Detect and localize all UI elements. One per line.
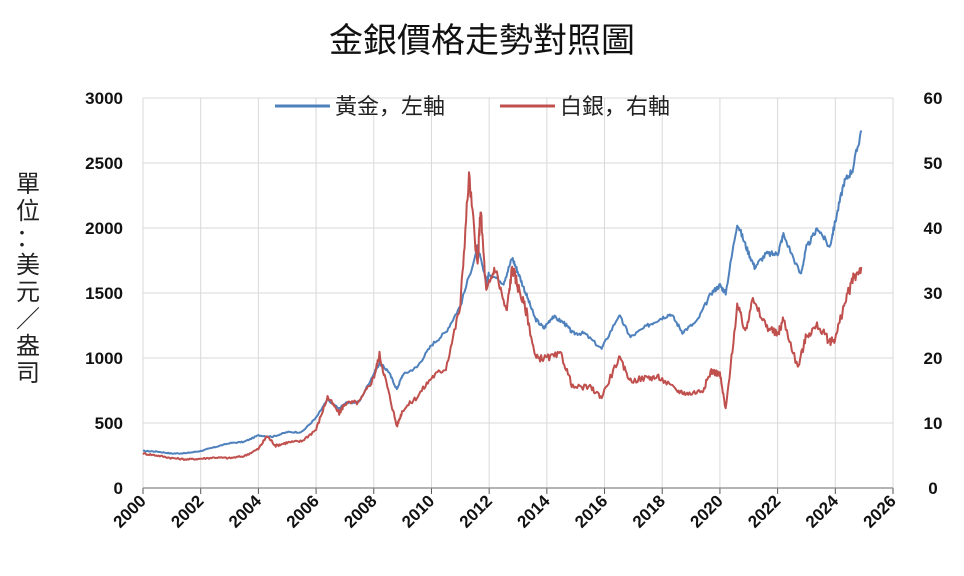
y-left-tick-label: 2000	[85, 219, 123, 238]
legend-label: 黃金，左軸	[335, 95, 445, 120]
x-tick-label: 2006	[283, 491, 323, 531]
y-right-tick-label: 30	[924, 284, 943, 303]
tick-labels: 0 500 1000 1500 2000 2500 3000 0 10 20 30 40 50 60 200…	[85, 89, 942, 532]
y-right-tick-label: 60	[924, 89, 943, 108]
series-line-gold	[143, 130, 863, 455]
y-right-tick-label: 50	[924, 154, 943, 173]
y-left-tick-label: 3000	[85, 89, 123, 108]
y-axis-label-char: 位	[16, 197, 40, 225]
y-left-tick-label: 1000	[85, 349, 123, 368]
x-tick-label: 2008	[340, 491, 380, 531]
x-tick-label: 2014	[513, 491, 554, 532]
y-left-tick-label: 2500	[85, 154, 123, 173]
chart-title: 金銀價格走勢對照圖	[329, 21, 635, 61]
x-tick-label: 2004	[225, 491, 266, 532]
x-tick-label: 2016	[571, 491, 611, 531]
y-axis-label-char: ：	[16, 224, 40, 252]
x-tick-label: 2010	[398, 491, 438, 531]
x-tick-label: 2012	[456, 491, 496, 531]
grid-lines	[142, 97, 894, 489]
axes	[142, 487, 894, 494]
x-tick-label: 2024	[802, 491, 843, 532]
y-axis-label-char: 單	[16, 170, 40, 198]
x-tick-label: 2020	[687, 491, 727, 531]
y-axis-label-char: ／	[16, 305, 40, 333]
y-axis-label-char: 美	[16, 251, 40, 279]
x-tick-label: 2026	[860, 491, 900, 531]
y-axis-label-char: 司	[16, 359, 40, 387]
y-axis-label-char: 元	[16, 278, 40, 306]
y-right-tick-label: 20	[924, 349, 943, 368]
x-tick-label: 2018	[629, 491, 669, 531]
y-right-tick-label: 10	[924, 414, 943, 433]
y-axis-label: 單位：美元／盎司	[16, 170, 40, 387]
series-lines	[142, 130, 863, 461]
y-right-tick-label: 0	[928, 479, 937, 498]
y-left-tick-label: 1500	[85, 284, 123, 303]
legend-label: 白銀，右軸	[560, 95, 670, 120]
series-line-silver	[142, 171, 863, 461]
x-tick-label: 2022	[744, 491, 784, 531]
legend: 黃金，左軸 白銀，右軸	[275, 95, 670, 120]
y-axis-label-char: 盎	[16, 332, 40, 360]
y-left-tick-label: 500	[95, 414, 123, 433]
y-right-tick-label: 40	[924, 219, 943, 238]
x-tick-label: 2002	[167, 491, 207, 531]
y-left-tick-label: 0	[114, 479, 123, 498]
